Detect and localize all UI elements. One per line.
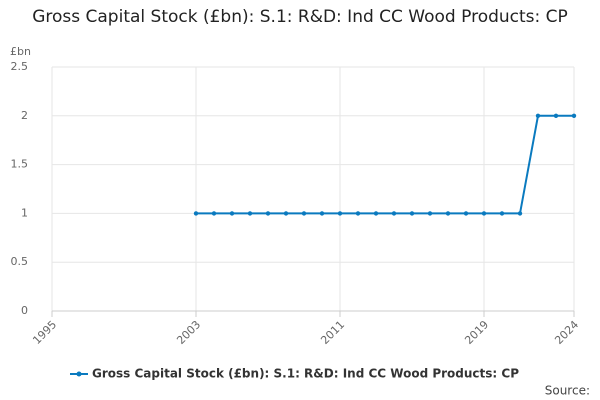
point — [229, 211, 235, 216]
x-tick-label: 1995 — [30, 318, 59, 347]
legend-marker — [76, 371, 82, 377]
point — [319, 211, 325, 216]
point — [337, 211, 343, 216]
point — [283, 211, 289, 216]
y-tick-label: 0.5 — [11, 255, 29, 268]
x-tick-label: 2019 — [462, 318, 491, 347]
point — [373, 211, 379, 216]
y-tick-label: 2 — [21, 109, 28, 122]
point — [391, 211, 397, 216]
chart-title: Gross Capital Stock (£bn): S.1: R&D: Ind… — [32, 7, 568, 27]
point — [445, 211, 451, 216]
y-tick-label: 1.5 — [11, 158, 29, 171]
point — [409, 211, 415, 216]
point — [571, 113, 577, 119]
x-tick-label: 2024 — [552, 318, 581, 347]
point — [301, 211, 307, 216]
source: Source: — [545, 384, 590, 398]
series-line — [196, 114, 574, 215]
point — [211, 211, 217, 216]
point — [499, 211, 505, 216]
legend-label: Gross Capital Stock (£bn): S.1: R&D: Ind… — [92, 367, 519, 381]
y-tick-label: 0 — [21, 304, 28, 317]
point — [481, 211, 487, 216]
point — [463, 211, 469, 216]
y-tick-label: 2.5 — [11, 60, 29, 73]
point — [247, 211, 253, 216]
point — [517, 211, 523, 216]
point — [553, 113, 559, 119]
y-tick-label: 1 — [21, 206, 28, 219]
point — [427, 211, 433, 216]
x-tick-label: 2011 — [318, 318, 347, 347]
point — [265, 211, 271, 216]
point — [535, 113, 541, 119]
point — [193, 211, 199, 216]
y-unit: £bn — [10, 45, 31, 58]
point — [355, 211, 361, 216]
x-tick-label: 2003 — [174, 318, 203, 347]
